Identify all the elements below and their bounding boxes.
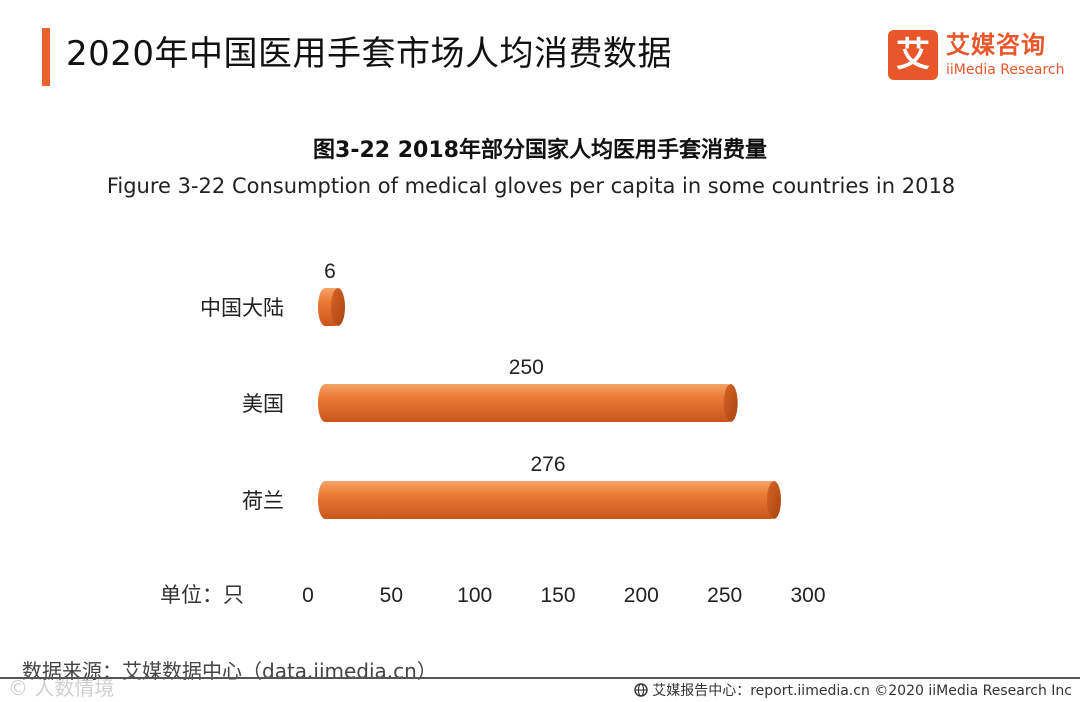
value-label: 6 [324, 260, 336, 283]
unit-label: 单位：只 [160, 584, 244, 607]
x-tick-label: 50 [380, 584, 403, 607]
x-tick-label: 100 [457, 584, 492, 607]
watermark: © 人数情境 [8, 676, 115, 700]
bar-end-cap [767, 481, 781, 519]
footer-report: 艾媒报告中心：report.iimedia.cn ©2020 iiMedia R… [634, 680, 1072, 700]
data-source: 数据来源：艾媒数据中心（data.iimedia.cn） [22, 659, 437, 683]
logo-chinese-name: 艾媒咨询 [946, 31, 1046, 59]
brand-logo: 艾 艾媒咨询 iiMedia Research [888, 30, 1068, 82]
page-title: 2020年中国医用手套市场人均消费数据 [66, 34, 673, 74]
value-label: 250 [509, 356, 544, 379]
title-accent-bar [42, 28, 50, 86]
bar-end-cap [331, 288, 345, 326]
x-tick-label: 250 [707, 584, 742, 607]
bar [318, 384, 738, 422]
globe-icon [634, 683, 648, 697]
x-tick-label: 300 [790, 584, 825, 607]
bar [318, 288, 345, 326]
category-label: 荷兰 [242, 490, 284, 513]
chart-title: 图3-22 2018年部分国家人均医用手套消费量 [313, 138, 767, 163]
bar-body [318, 481, 778, 519]
chart-subtitle: Figure 3-22 Consumption of medical glove… [106, 174, 956, 198]
bar-body [318, 384, 735, 422]
x-tick-label: 200 [624, 584, 659, 607]
value-label: 276 [530, 453, 565, 476]
logo-mark: 艾 [888, 30, 938, 80]
x-tick-label: 0 [302, 584, 314, 607]
category-label: 美国 [242, 393, 284, 416]
x-tick-label: 150 [540, 584, 575, 607]
footer-divider [0, 677, 1080, 679]
category-label: 中国大陆 [200, 297, 284, 320]
logo-english-name: iiMedia Research [946, 62, 1065, 78]
report-link[interactable]: 艾媒报告中心：report.iimedia.cn ©2020 iiMedia R… [652, 683, 1072, 699]
bar [318, 481, 781, 519]
bar-end-cap [723, 384, 738, 422]
